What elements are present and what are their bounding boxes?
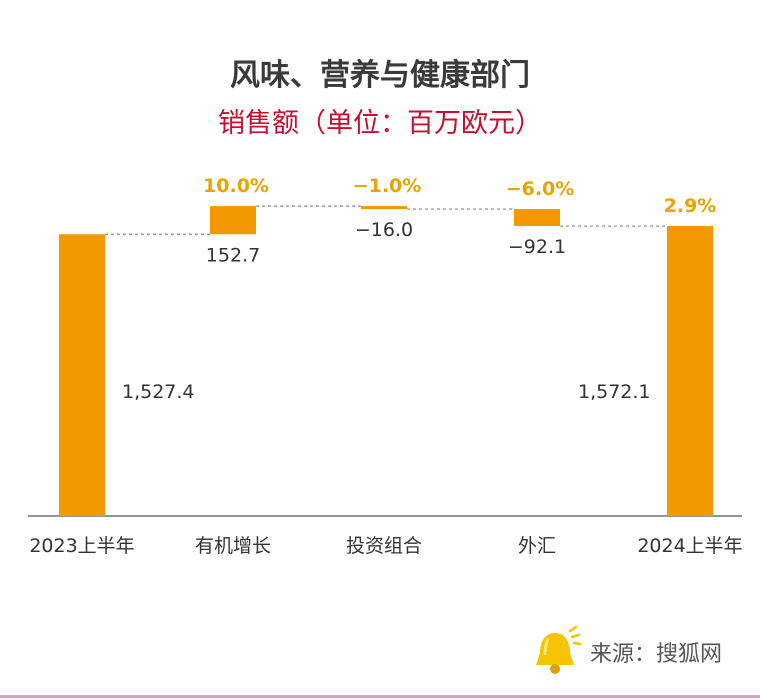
waterfall-chart: 1,527.4 2023上半年 152.7 10.0% 有机增长 −16.0 −1.0% 投资… <box>28 175 743 557</box>
value-label: −92.1 <box>508 236 566 258</box>
bottom-divider <box>0 695 760 698</box>
x-tick-label: 2024上半年 <box>637 535 742 557</box>
bell-icon <box>536 625 582 674</box>
value-label: 1,572.1 <box>578 381 651 403</box>
pct-label: 10.0% <box>203 175 269 197</box>
bar-1 <box>59 234 105 517</box>
value-label: −16.0 <box>355 219 413 241</box>
bar-5 <box>667 226 713 516</box>
source-text: 来源：搜狐网 <box>590 642 723 667</box>
pct-label: 2.9% <box>664 195 717 217</box>
value-label: 1,527.4 <box>122 381 195 403</box>
x-tick-label: 投资组合 <box>346 535 422 557</box>
chart-title: 风味、营养与健康部门 <box>230 58 530 93</box>
pct-label: −6.0% <box>506 178 575 200</box>
chart-subtitle: 销售额（单位：百万欧元） <box>218 108 542 139</box>
bar-2 <box>210 206 256 235</box>
x-tick-label: 2023上半年 <box>29 535 134 557</box>
x-tick-label: 有机增长 <box>195 535 271 557</box>
value-label: 152.7 <box>206 244 260 266</box>
bar-3 <box>361 206 407 210</box>
source-footer: 来源：搜狐网 <box>528 622 722 682</box>
bar-4 <box>514 209 560 227</box>
pct-label: −1.0% <box>353 175 422 197</box>
x-tick-label: 外汇 <box>518 535 556 557</box>
